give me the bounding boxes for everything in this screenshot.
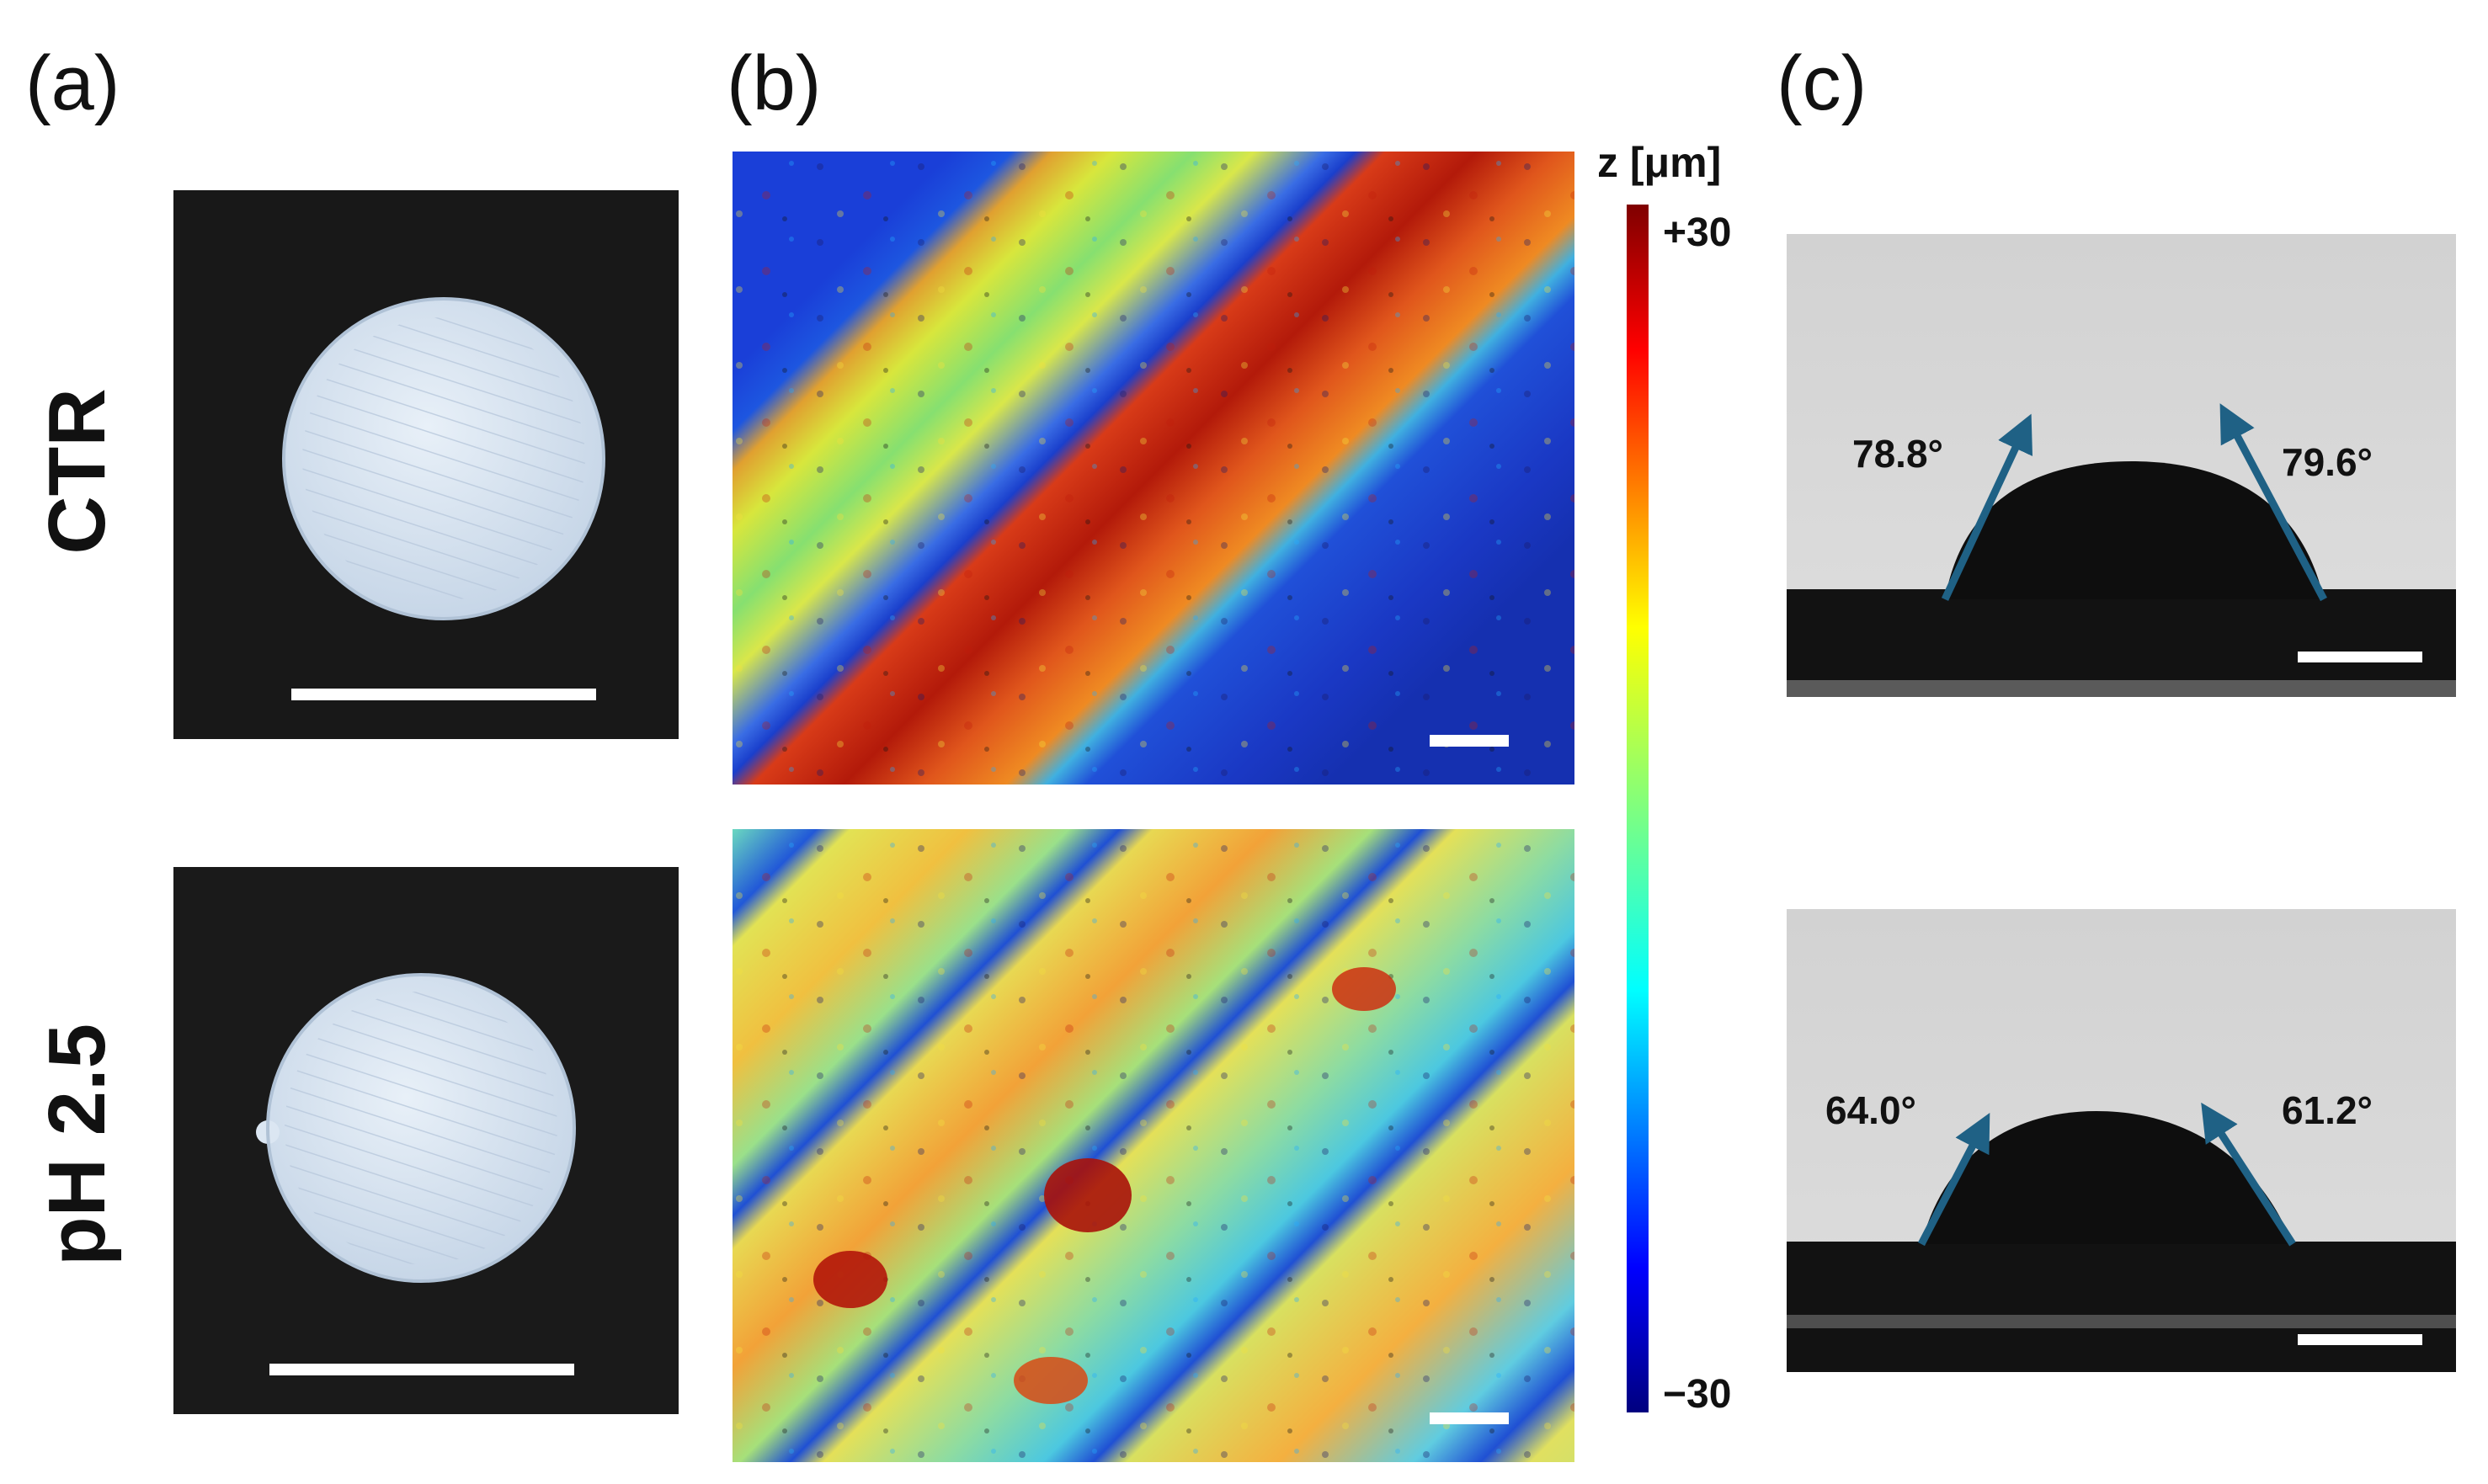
photo-ph xyxy=(173,867,679,1414)
scale-bar xyxy=(269,1364,574,1375)
angle-ph-right: 61.2° xyxy=(2282,1088,2373,1132)
panel-label-a: (a) xyxy=(25,40,120,126)
contact-angle-arrow-right xyxy=(2201,1102,2296,1247)
scale-bar xyxy=(2298,1334,2422,1345)
contact-angle-arrow-left xyxy=(1918,1113,1990,1247)
scale-bar xyxy=(291,689,596,700)
contact-angle-arrow-left xyxy=(1941,413,2032,601)
row-label-ctr: CTR xyxy=(32,388,122,554)
droplet xyxy=(1945,461,2324,599)
angle-ctr-right: 79.6° xyxy=(2282,440,2373,484)
panel-label-b: (b) xyxy=(727,40,821,126)
droplet-ctr xyxy=(1787,234,2456,697)
colorbar-title: z [μm] xyxy=(1597,139,1721,186)
height-map-ctr xyxy=(733,152,1574,785)
scale-bar xyxy=(2298,652,2422,662)
scale-bar xyxy=(1430,1412,1509,1424)
angle-ph-left: 64.0° xyxy=(1825,1088,1916,1132)
colorbar-max-label: +30 xyxy=(1663,210,1731,255)
scale-bar xyxy=(1430,735,1509,747)
colorbar-min-label: −30 xyxy=(1663,1372,1731,1417)
droplet-ph xyxy=(1787,909,2456,1372)
row-label-ph: pH 2.5 xyxy=(32,1024,122,1266)
contact-angle-arrow-right xyxy=(2219,403,2327,602)
colorbar: z [μm] +30 −30 xyxy=(1597,139,1731,1417)
angle-ctr-left: 78.8° xyxy=(1852,432,1943,476)
photo-ctr xyxy=(173,190,679,739)
height-map-ph xyxy=(733,829,1574,1462)
panel-label-c: (c) xyxy=(1777,40,1867,126)
droplet xyxy=(1921,1111,2293,1244)
